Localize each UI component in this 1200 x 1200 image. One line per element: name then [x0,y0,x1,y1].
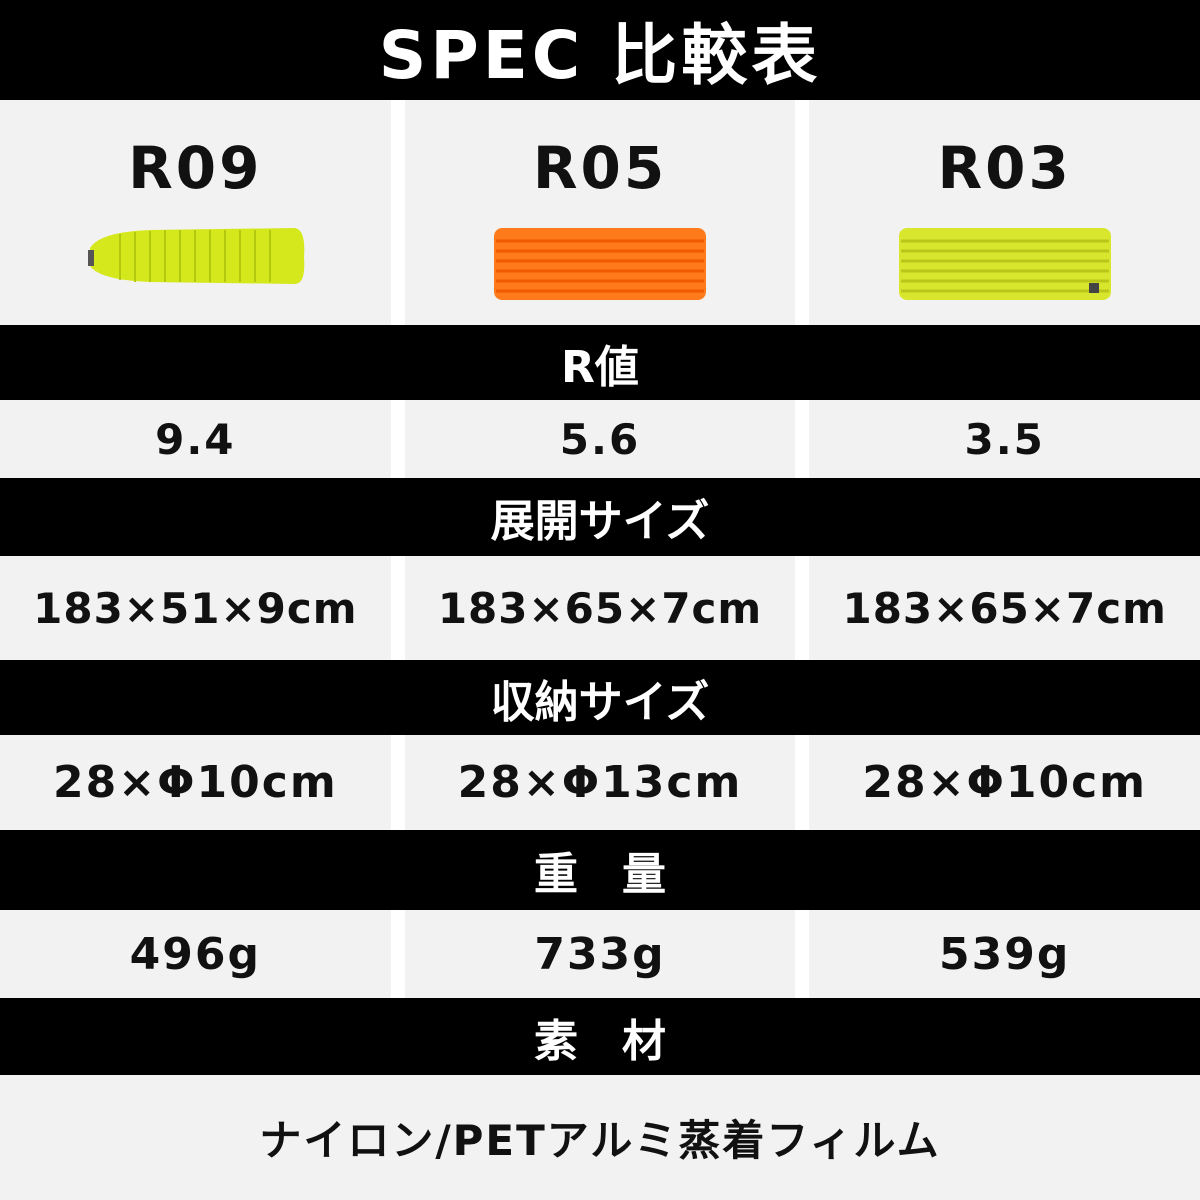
sleeping-pad-image [494,228,706,300]
section-material: 素 材 [0,998,1200,1075]
open-size-r09: 183×51×9cm [0,556,391,660]
model-name: R09 [128,134,263,202]
weight-r05: 733g [404,910,796,998]
model-r03: R03 [809,100,1200,325]
model-r05: R05 [404,100,796,325]
packed-size-r03: 28×Φ10cm [809,735,1200,830]
model-r09: R09 [0,100,391,325]
section-r-value: R値 [0,325,1200,400]
packed-size-r09: 28×Φ10cm [0,735,391,830]
sleeping-pad-image [898,228,1111,300]
packed-size-r05: 28×Φ13cm [404,735,796,830]
r-value-r05: 5.6 [404,400,796,478]
r-value-r03: 3.5 [809,400,1200,478]
material-value: ナイロン/PETアルミ蒸着フィルム [0,1075,1200,1200]
section-open-size: 展開サイズ [0,478,1200,556]
open-size-r03: 183×65×7cm [809,556,1200,660]
model-header-row: R09 R05 R03 [0,100,1200,325]
r-value-r09: 9.4 [0,400,391,478]
open-size-r05: 183×65×7cm [404,556,796,660]
section-weight: 重 量 [0,830,1200,910]
weight-r09: 496g [0,910,391,998]
section-packed-size: 収納サイズ [0,660,1200,735]
page-title: SPEC 比較表 [0,0,1200,100]
weight-r03: 539g [809,910,1200,998]
model-name: R05 [532,134,668,202]
sleeping-pad-image [88,228,305,284]
model-name: R03 [937,134,1072,202]
